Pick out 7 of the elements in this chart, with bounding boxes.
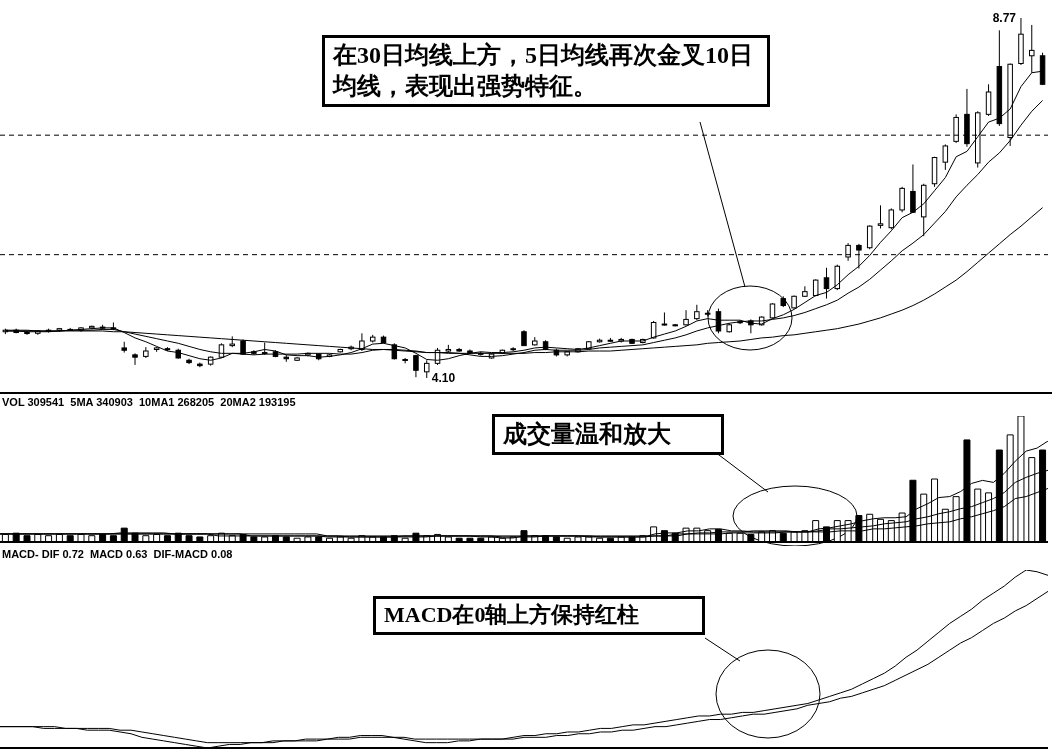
chart-title: MACD- DIF 0.72 MACD 0.63 DIF-MACD 0.08 [2, 548, 233, 560]
annotation: 4.10 [431, 371, 456, 386]
callout-box: MACD在0轴上方保持红柱 [373, 596, 705, 635]
callout-box: 成交量温和放大 [492, 414, 724, 456]
callout-box: 在30日均线上方，5日均线再次金叉10日均线，表现出强势特征。 [322, 35, 770, 108]
chart-title: VOL 309541 5MA 340903 10MA1 268205 20MA2 193195 [2, 396, 296, 408]
annotation: 8.77 [992, 11, 1017, 26]
